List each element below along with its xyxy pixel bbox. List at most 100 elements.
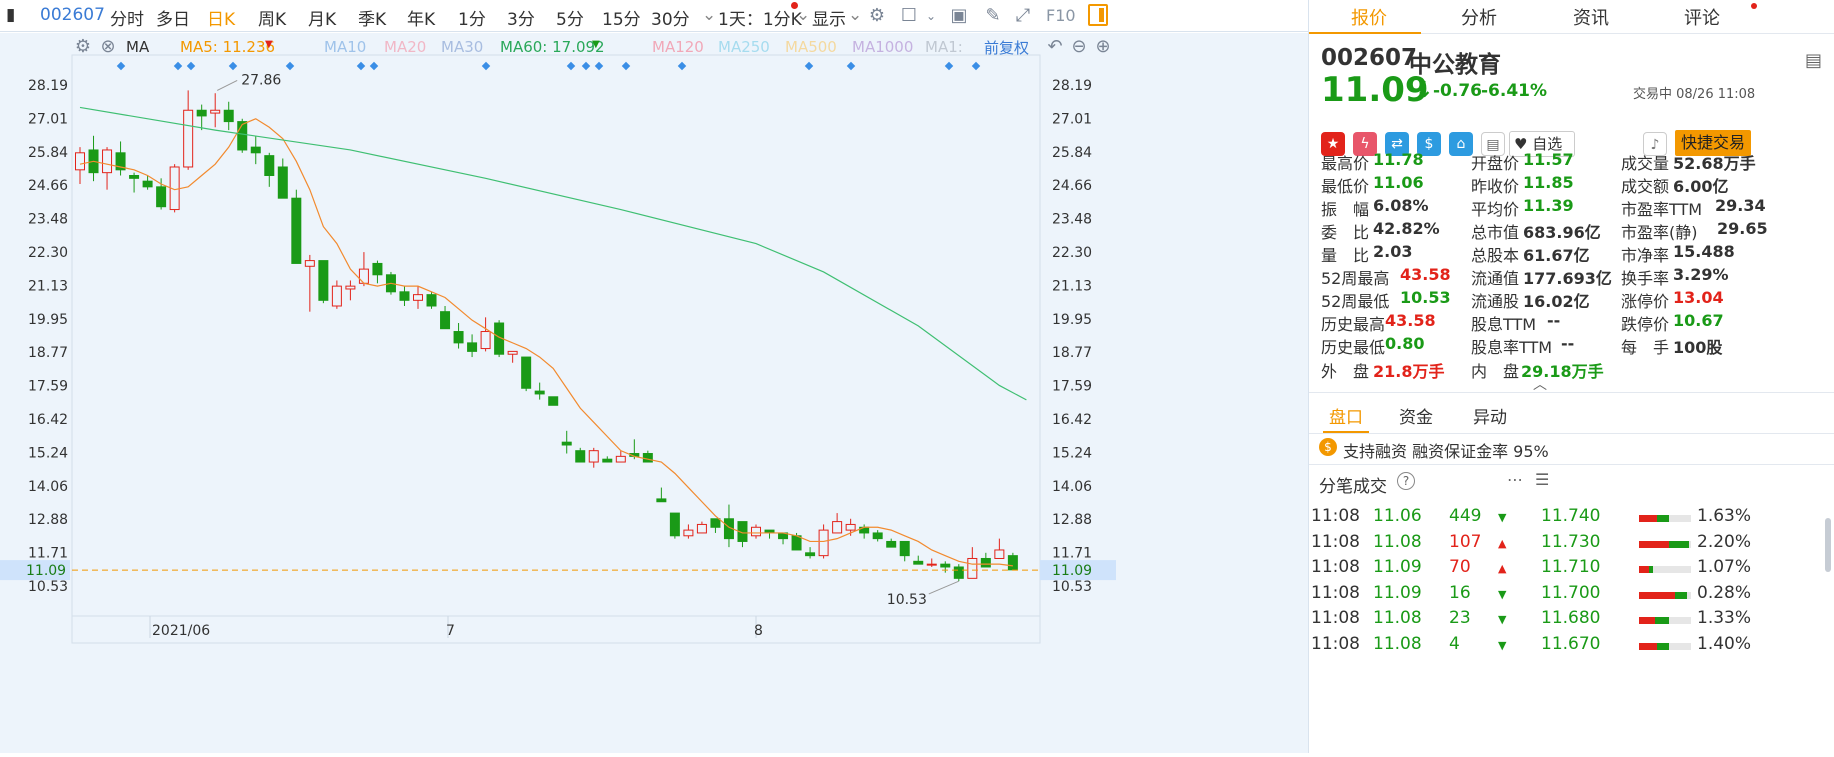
settings-gear-icon[interactable]: ⚙ [868,5,886,26]
ma60-caret-icon[interactable]: ▼ [592,39,600,50]
bell-icon[interactable]: ♪ [1643,132,1667,156]
ma30-label[interactable]: MA30 [441,38,484,56]
ma5-caret-icon[interactable]: ▼ [265,39,273,50]
tab-funds[interactable]: 资金 [1399,408,1433,428]
candle-body [264,155,275,176]
tab-analysis[interactable]: 分析 [1461,8,1497,29]
pencil-icon[interactable]: ✎ [985,5,1001,26]
tab-orderbook[interactable]: 盘口 [1329,408,1363,428]
field-value: 11.78 [1373,150,1424,169]
field-label: 股息率TTM [1471,338,1553,357]
zoom-in-icon[interactable]: ⊕ [1095,36,1111,57]
tab-1min[interactable]: 1分 [458,10,486,30]
ma10-label[interactable]: MA10 [324,38,367,56]
candle-body [345,285,356,290]
list-icon[interactable]: ☰ [1535,470,1550,489]
margin-info: 支持融资 融资保证金率 95% [1343,442,1549,461]
china-flag-icon[interactable]: ★ [1321,132,1345,156]
f10-button[interactable]: F10 [1046,6,1076,25]
kline-chart[interactable]: 28.19 28.19 27.01 27.01 25.84 25.84 24.66 24.66… [0,33,1308,753]
candle-body [953,566,964,579]
help-icon[interactable]: ? [1397,472,1415,490]
tab-fenshi[interactable]: 分时 [110,10,144,30]
candle-body [980,557,991,568]
tab-alerts[interactable]: 异动 [1473,408,1507,428]
candle-body [440,311,451,330]
candle-body [318,260,329,301]
tab-quote[interactable]: 报价 [1309,0,1421,34]
tab-5min[interactable]: 5分 [556,10,584,30]
candle-body [602,458,613,463]
period-select[interactable]: 1天：1分K [718,10,802,30]
book-bar [1639,591,1691,599]
collapse-icon[interactable]: ︿ [1533,377,1547,393]
tab-year-k[interactable]: 年K [407,10,436,30]
dollar-icon[interactable]: $ [1417,132,1441,156]
panel-layout-icon[interactable]: ▤ [1805,50,1823,71]
tab-quarter-k[interactable]: 季K [358,10,387,30]
y-tick-label-left: 19.95 [28,312,68,328]
ma1-label[interactable]: MA1: [925,38,963,56]
tab-monthly-k[interactable]: 月K [308,10,337,30]
ma1000-label[interactable]: MA1000 [852,38,914,56]
adjust-select[interactable]: 前复权 [984,39,1030,57]
zoom-out-icon[interactable]: ⊖ [1071,36,1087,57]
ma-settings-icon[interactable]: ⚙ [74,36,92,57]
chevron-down-icon[interactable]: ⌄ [848,5,863,25]
ma5-value[interactable]: MA5: 11.236 [180,38,276,56]
scrollbar[interactable] [1825,518,1831,572]
favorite-button[interactable]: ♥ 自选 [1509,131,1575,157]
y-tick-label-right: 16.42 [1052,412,1092,428]
undo-icon[interactable]: ↶ [1047,36,1063,57]
y-tick-label-left: 24.66 [28,178,68,194]
ma-label[interactable]: MA [126,38,150,56]
ma-close-icon[interactable]: ⊗ [100,36,116,57]
y-tick-label-left: 22.30 [28,245,68,261]
tab-daily-k[interactable]: 日K [207,10,236,30]
lightning-icon[interactable]: ϟ [1353,132,1377,156]
tab-weekly-k[interactable]: 周K [258,10,287,30]
chevron-down-icon[interactable]: ⌄ [925,9,937,23]
shuffle-icon[interactable]: ⇄ [1385,132,1409,156]
more-icon[interactable]: ⋯ [1507,470,1523,489]
fullscreen-icon[interactable]: ⤢ [1015,5,1031,26]
y-tick-label-right: 19.95 [1052,312,1092,328]
panel-toggle-icon[interactable] [1088,4,1108,26]
square-select-icon[interactable]: ☐ [900,5,918,26]
fast-trade-button[interactable]: 快捷交易 [1675,130,1751,156]
field-label: 换手率 [1621,269,1670,288]
ma120-label[interactable]: MA120 [652,38,704,56]
field-value: 61.67亿 [1523,246,1590,265]
top-toolbar: ▮ 002607 分时 多日 日K 周K 月K 季K 年K 1分 3分 5分 1… [0,0,1308,32]
ma60-value[interactable]: MA60: 17.092 [500,38,605,56]
ma20-label[interactable]: MA20 [384,38,427,56]
y-tick-label-left: 27.01 [28,111,68,127]
book-price: 11.710 [1541,557,1601,577]
heart-icon: ♥ [1514,135,1528,153]
margin-coin-icon: $ [1319,438,1337,456]
tab-comments[interactable]: 评论 [1684,8,1720,29]
tag-icon[interactable]: ⌂ [1449,132,1473,156]
arrow-up-icon: ▲ [1498,562,1507,575]
candle-body [669,512,680,537]
tab-news[interactable]: 资讯 [1573,8,1609,29]
note-icon[interactable]: ▤ [1481,132,1505,156]
sidebar-toggle-icon[interactable]: ▮ [6,5,16,25]
tab-30min[interactable]: 30分 [651,10,690,30]
high-label-leader [216,80,238,91]
chevron-down-icon[interactable]: ⌄ [702,5,717,25]
tab-multiday[interactable]: 多日 [156,10,190,30]
camera-icon[interactable]: ▣ [950,5,968,26]
candle-body [805,552,816,557]
trade-row: 11:08 11.08 4 ▼ 11.670 1.40% [1309,634,1834,662]
tab-15min[interactable]: 15分 [602,10,641,30]
trade-volume: 449 [1449,506,1482,526]
x-tick-label: 2021/06 [152,623,210,639]
ma250-label[interactable]: MA250 [718,38,770,56]
ma500-label[interactable]: MA500 [785,38,837,56]
field-label: 市盈率TTM [1621,200,1703,219]
kline-svg[interactable]: 28.19 28.19 27.01 27.01 25.84 25.84 24.66 24.66… [0,33,1308,753]
tab-3min[interactable]: 3分 [507,10,535,30]
display-menu[interactable]: 显示 [812,10,846,30]
chevron-down-icon[interactable]: ⌄ [796,5,811,25]
